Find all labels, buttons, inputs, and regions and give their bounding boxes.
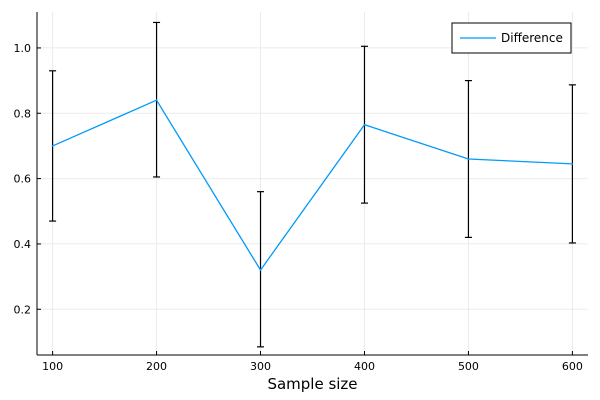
y-tick-label: 0.4 <box>14 238 32 251</box>
y-tick-label: 0.2 <box>14 303 32 316</box>
data-point <box>467 158 470 160</box>
data-point <box>363 123 366 126</box>
x-tick-label: 100 <box>42 360 63 373</box>
x-tick-label: 300 <box>250 360 271 373</box>
x-tick-label: 200 <box>146 360 167 373</box>
y-tick-labels: 0.2 0.4 0.6 0.8 1.0 <box>14 42 41 316</box>
x-tick-labels: 100 200 300 400 500 600 <box>42 351 583 373</box>
series-line-difference <box>52 99 573 272</box>
legend-label-difference: Difference <box>501 31 563 45</box>
data-point <box>571 163 574 165</box>
data-point <box>259 269 262 271</box>
y-tick-label: 0.6 <box>14 173 32 186</box>
error-bars <box>49 21 576 348</box>
y-tick-label: 0.8 <box>14 107 32 120</box>
x-tick-label: 400 <box>354 360 375 373</box>
x-axis-title: Sample size <box>267 375 357 393</box>
data-point <box>155 99 158 101</box>
axes-layer <box>36 12 588 356</box>
series-layer <box>51 99 574 272</box>
data-point <box>51 145 54 147</box>
x-tick-label: 600 <box>562 360 583 373</box>
legend: Difference <box>451 22 572 54</box>
x-tick-label: 500 <box>458 360 479 373</box>
grid-layer <box>37 12 588 355</box>
y-tick-label: 1.0 <box>14 42 32 55</box>
